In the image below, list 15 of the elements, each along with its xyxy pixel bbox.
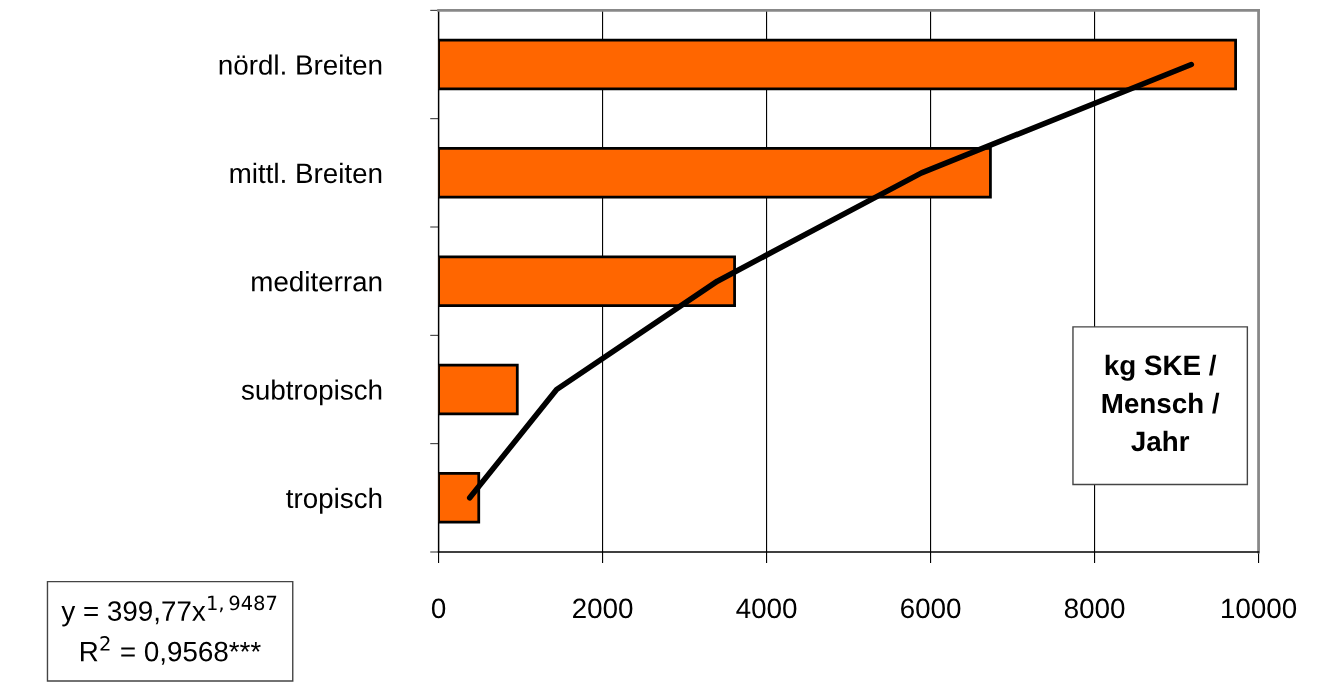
x-tick-label: 4000 bbox=[736, 598, 797, 619]
x-tick-label: 0 bbox=[431, 598, 446, 619]
y-tick-label: tropisch bbox=[286, 487, 382, 514]
y-tick-label: mittl. Breiten bbox=[230, 162, 382, 184]
x-tick-label: 8000 bbox=[1064, 598, 1125, 619]
bar bbox=[438, 363, 519, 416]
x-tick-label: 10000 bbox=[1222, 598, 1297, 619]
y-tick-label: mediterran bbox=[252, 271, 382, 292]
x-tick-label: 2000 bbox=[573, 598, 633, 619]
y-tick-label: subtropisch bbox=[241, 379, 382, 406]
text: y = 399,77x$^{1,9487}$ bbox=[61, 595, 277, 627]
x-tick-label: 6000 bbox=[901, 598, 961, 619]
y-tick-label: nördl. Breiten bbox=[219, 54, 382, 75]
x-axis-title: kg SKE / Mensch / Jahr bbox=[1102, 354, 1220, 452]
text: R$^{2}$ = 0,9568*** bbox=[81, 636, 261, 665]
